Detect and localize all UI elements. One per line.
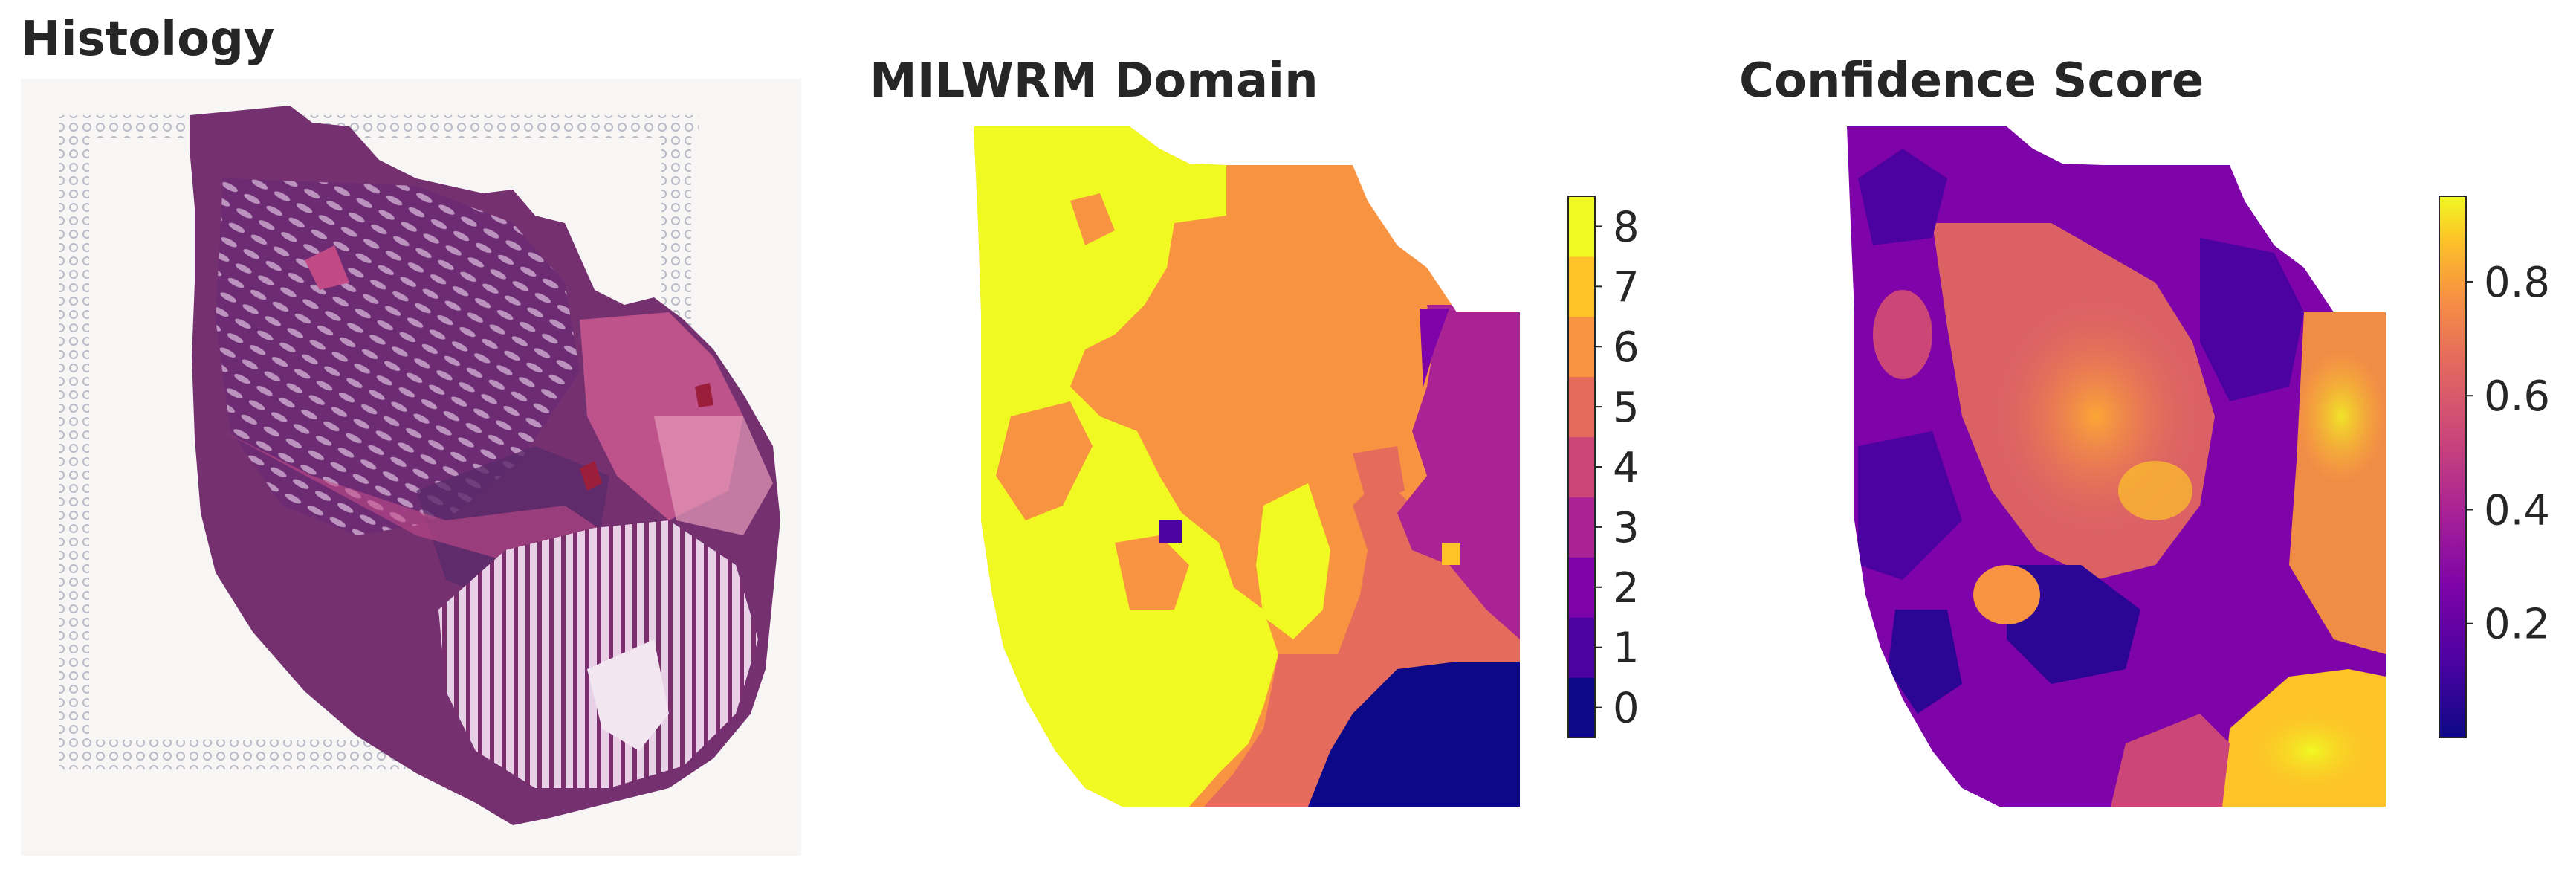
domain-colorbar-segment-8 bbox=[1568, 196, 1595, 257]
domain-title: MILWRM Domain bbox=[870, 54, 1318, 109]
confidence-colorbar: 0.2 0.4 0.6 0.8 bbox=[2439, 196, 2550, 738]
domain-0-region bbox=[1308, 662, 1520, 807]
confidence-colorbar-gradient bbox=[2439, 196, 2467, 738]
domain-colorbar-label-1: 1 bbox=[1613, 624, 1640, 673]
domain-colorbar-segment-2 bbox=[1568, 557, 1595, 618]
domain-colorbar-segment-6 bbox=[1568, 316, 1595, 378]
domain-colorbar-label-7: 7 bbox=[1613, 263, 1640, 312]
confidence-map bbox=[1847, 126, 2386, 807]
domain-colorbar-segment-7 bbox=[1568, 256, 1595, 317]
confidence-colorbar-label: 0.4 bbox=[2484, 486, 2550, 535]
confidence-colorbar-label: 0.6 bbox=[2484, 372, 2550, 421]
domain-colorbar-label-3: 3 bbox=[1613, 504, 1640, 552]
domain-colorbar-label-8: 8 bbox=[1613, 203, 1640, 251]
fiducial-top bbox=[59, 115, 699, 138]
domain-colorbar-segment-4 bbox=[1568, 436, 1595, 497]
domain-colorbar-label-2: 2 bbox=[1613, 564, 1640, 613]
histology-image bbox=[21, 79, 801, 856]
domain-colorbar: 0 1 2 3 4 5 6 7 8 bbox=[1567, 196, 1640, 738]
domain-colorbar-label-5: 5 bbox=[1613, 384, 1640, 432]
confidence-colorbar-label: 0.2 bbox=[2484, 601, 2550, 649]
domain-colorbar-label-4: 4 bbox=[1613, 444, 1640, 492]
domain-3-region bbox=[1397, 305, 1520, 639]
fiducial-left bbox=[59, 138, 89, 740]
domain-colorbar-label-0: 0 bbox=[1613, 685, 1640, 733]
confidence-title: Confidence Score bbox=[1739, 54, 2204, 109]
histology-title: Histology bbox=[21, 12, 275, 67]
domain-colorbar-segment-1 bbox=[1568, 617, 1595, 678]
domain-8-region bbox=[974, 126, 1278, 807]
domain-colorbar-segment-3 bbox=[1568, 497, 1595, 558]
domain-colorbar-label-6: 6 bbox=[1613, 323, 1640, 372]
domain-map bbox=[974, 126, 1520, 807]
domain-colorbar-segment-0 bbox=[1568, 677, 1595, 738]
domain-colorbar-segment-5 bbox=[1568, 376, 1595, 438]
confidence-colorbar-label: 0.8 bbox=[2484, 259, 2550, 307]
